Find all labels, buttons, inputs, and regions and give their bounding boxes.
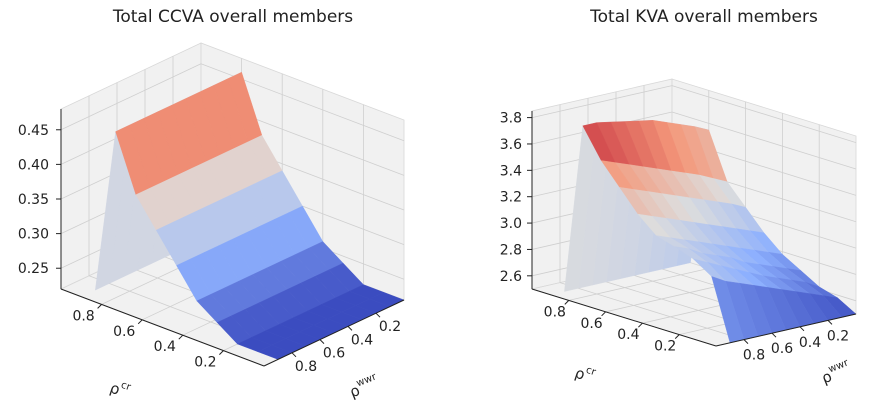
y-axis-line bbox=[60, 288, 265, 367]
x-tick-mark bbox=[347, 326, 353, 331]
z-tick-label: 0.35 bbox=[18, 192, 49, 208]
x-tick-mark bbox=[743, 339, 749, 344]
y-tick-label: 0.2 bbox=[654, 339, 676, 355]
x-tick-mark bbox=[799, 326, 805, 332]
y-tick-mark bbox=[674, 334, 680, 339]
y-tick-label: 0.4 bbox=[154, 339, 176, 355]
grid-line bbox=[568, 268, 709, 301]
x-tick-mark bbox=[771, 332, 777, 338]
x-tick-mark bbox=[375, 312, 381, 318]
y-tick-mark bbox=[601, 311, 606, 317]
x-axis-line bbox=[263, 299, 405, 367]
x-axis-line bbox=[715, 313, 857, 347]
grid-line bbox=[531, 85, 673, 118]
z-tick-label: 0.30 bbox=[18, 227, 49, 243]
x-tick-label: 0.2 bbox=[827, 328, 849, 344]
y-axis-label: ρcr bbox=[108, 377, 133, 402]
x-tick-label: 0.8 bbox=[295, 359, 317, 375]
x-tick-label: 0.4 bbox=[351, 332, 373, 348]
x-tick-mark bbox=[827, 320, 833, 325]
z-tick-label: 3.8 bbox=[500, 111, 522, 127]
x-tick-mark bbox=[291, 352, 297, 358]
y-tick-mark bbox=[638, 322, 643, 328]
y-tick-label: 0.6 bbox=[580, 316, 602, 332]
kva-surface-panel: Total KVA overall members 0.2 0.4 0.6 0.8 0.… bbox=[500, 7, 858, 387]
z-tick-label: 0.25 bbox=[18, 261, 49, 277]
x-tick-label: 0.6 bbox=[771, 341, 793, 357]
ccva-surface-panel: Total CCVA overall members 0.2 0.4 0.6 0.8 0… bbox=[18, 7, 406, 402]
x-tick-label: 0.8 bbox=[743, 348, 765, 364]
x-tick-label: 0.4 bbox=[799, 335, 821, 351]
y-tick-label: 0.2 bbox=[194, 355, 216, 371]
y-tick-mark bbox=[178, 334, 184, 340]
y-tick-mark bbox=[219, 350, 224, 355]
x-axis-label: ρwwr bbox=[346, 371, 382, 401]
ccva-chart-title: Total CCVA overall members bbox=[112, 7, 353, 27]
x-axis-label: ρwwr bbox=[818, 357, 854, 387]
kva-chart-title: Total KVA overall members bbox=[589, 7, 818, 27]
y-tick-mark bbox=[97, 304, 102, 309]
z-tick-label: 2.8 bbox=[500, 242, 522, 258]
y-tick-label: 0.6 bbox=[113, 324, 135, 340]
x-tick-label: 0.2 bbox=[379, 319, 401, 335]
y-tick-mark bbox=[564, 300, 570, 305]
y-tick-label: 0.8 bbox=[544, 304, 566, 320]
x-tick-label: 0.6 bbox=[323, 346, 345, 362]
y-axis-label: ρcr bbox=[573, 362, 598, 387]
z-tick-label: 0.45 bbox=[18, 123, 49, 139]
grid-line bbox=[671, 111, 857, 170]
y-tick-mark bbox=[137, 319, 143, 325]
grid-line bbox=[671, 85, 857, 143]
y-tick-label: 0.4 bbox=[617, 327, 639, 343]
grid-line bbox=[559, 282, 745, 340]
z-tick-label: 0.40 bbox=[18, 157, 49, 173]
x-tick-mark bbox=[319, 339, 325, 344]
z-tick-label: 3.2 bbox=[500, 190, 522, 206]
y-tick-label: 0.8 bbox=[72, 308, 94, 324]
z-tick-label: 3.6 bbox=[500, 137, 522, 153]
z-tick-label: 3.0 bbox=[500, 216, 522, 232]
grid-line bbox=[60, 63, 202, 131]
z-tick-label: 3.4 bbox=[500, 163, 522, 179]
z-tick-label: 2.6 bbox=[500, 269, 522, 285]
y-axis-line bbox=[531, 288, 717, 347]
